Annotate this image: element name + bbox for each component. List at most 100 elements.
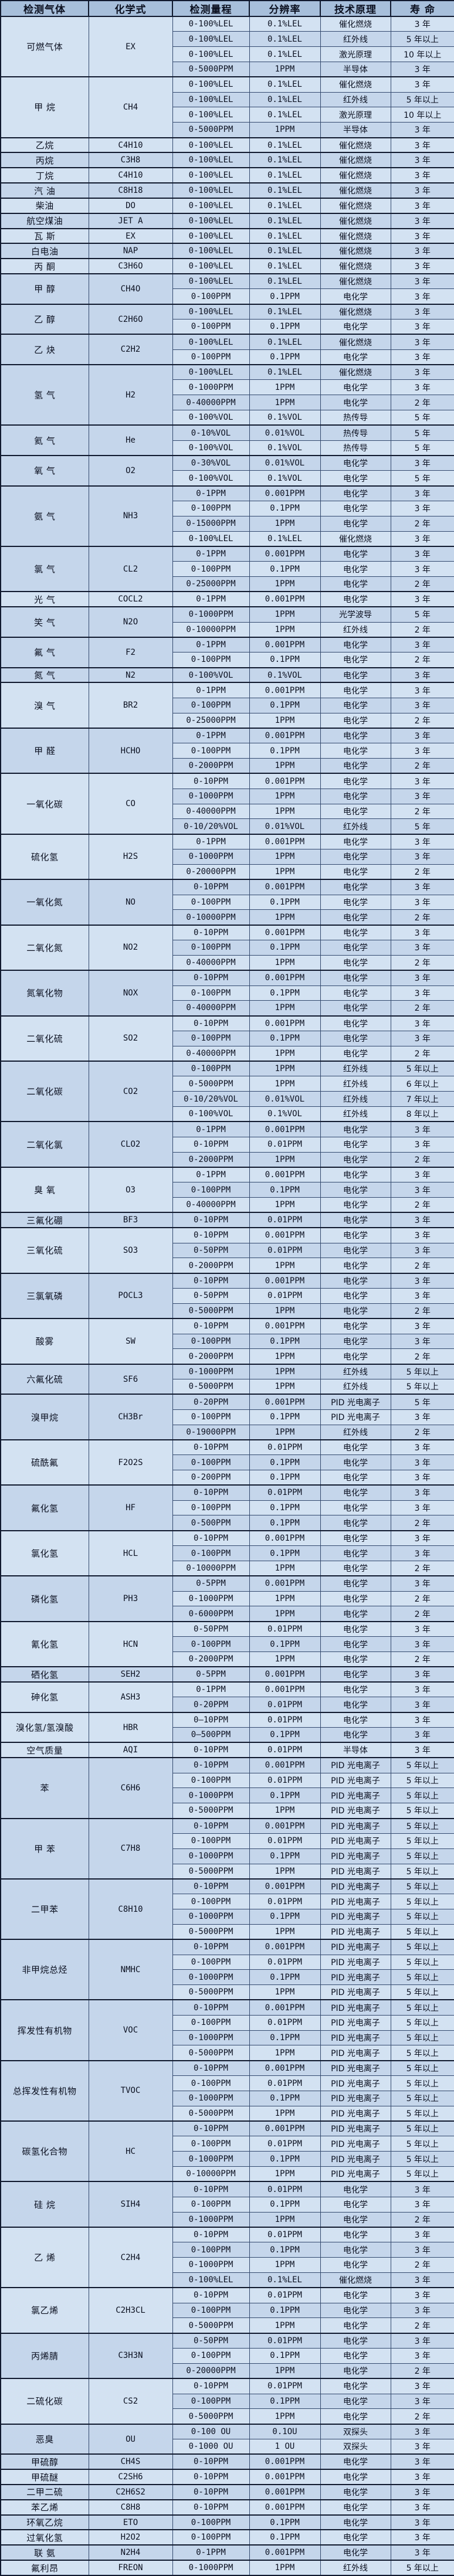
lifespan-cell: 5 年 (390, 410, 454, 426)
table-row: 挥发性有机物 VOC 0-10PPM 0.001PPM PID 光电离子 5 年以上 (0, 1999, 454, 2061)
table-row: 0-100PPM 0.1PPM 电化学 3 年 (1, 2242, 454, 2258)
table-row: 0-1000PPM 1PPM 电化学 2 年 (1, 1591, 454, 1607)
resolution-cell: 0.1%LEL (249, 76, 321, 93)
principle-cell: 红外线 (320, 31, 391, 47)
range-cell: 0-5000PPM (172, 1923, 250, 1940)
range-cell: 0-1000PPM (172, 2560, 250, 2576)
gas-name-cell: 氢 气 (0, 364, 89, 426)
principle-cell: PID 光电离子 (320, 2090, 391, 2106)
gas-name-cell: 氰化氢 (0, 1620, 89, 1667)
lifespan-cell: 5 年 (390, 440, 454, 456)
lifespan-cell: 5 年 (390, 606, 454, 623)
gas-name-cell: 联 氨 (0, 2544, 89, 2561)
table-row: 0-20PPM 0.01PPM 电化学 3 年 (1, 1697, 454, 1713)
resolution-cell: 0.1PPM (249, 652, 321, 668)
resolution-cell: 0.001PPM (249, 879, 321, 895)
lifespan-cell: 2 年 (390, 2257, 454, 2273)
table-row: 溴化氢/氢溴酸 HBR 0—10PPM 0.01PPM 电化学 3 年 (0, 1711, 454, 1743)
lifespan-cell: 3 年 (390, 1666, 454, 1683)
lifespan-cell: 5 年以上 (390, 1894, 454, 1910)
range-cell: 0-10PPM (172, 1757, 250, 1773)
formula-cell: C4H10 (88, 167, 173, 183)
lifespan-cell: 2 年 (390, 1258, 454, 1274)
lifespan-cell: 3 年 (390, 273, 454, 290)
gas-name-cell: 非甲烷总烃 (0, 1939, 89, 2000)
lifespan-cell: 3 年 (390, 743, 454, 759)
gas-name-cell: 三氟化硼 (0, 1212, 89, 1228)
lifespan-cell: 8 年以上 (390, 1106, 454, 1122)
formula-cell: BR2 (88, 682, 173, 729)
formula-cell: H2 (88, 364, 173, 426)
resolution-cell: 0.001PPM (249, 1530, 321, 1547)
range-cell: 0-100PPM (172, 1030, 250, 1046)
formula-cell: CH4O (88, 273, 173, 305)
resolution-cell: 0.01PPM (249, 1772, 321, 1789)
principle-cell: 电化学 (320, 1606, 391, 1622)
resolution-cell: 0.01PPM (249, 2075, 321, 2091)
lifespan-cell: 3 年 (390, 1182, 454, 1198)
resolution-cell: 0.001PPM (249, 727, 321, 744)
table-row: 二氧化氯 CLO2 0-1PPM 0.001PPM 电化学 3 年 (0, 1121, 454, 1168)
range-cell: 0-2000PPM (172, 758, 250, 774)
lifespan-cell: 5 年以上 (390, 2075, 454, 2091)
resolution-cell: 0.1%VOL (249, 667, 321, 683)
resolution-cell: 0.1PPM (249, 1969, 321, 1986)
range-cell: 0-100%LEL (172, 2272, 250, 2288)
formula-cell: TVOC (88, 2060, 173, 2122)
range-cell: 0-100PPM (172, 894, 250, 910)
table-row: 0—500PPM 0.1PPM 电化学 3 年 (1, 1727, 454, 1743)
table-row: 0-100PPM 0.1PPM 电化学 3 年 (1, 1636, 454, 1652)
formula-cell: SW (88, 1318, 173, 1365)
principle-cell: 电化学 (320, 940, 391, 956)
table-row: 0-100%VOL 0.1%VOL 热传导 5 年 (1, 410, 454, 426)
principle-cell: PID 光电离子 (320, 1909, 391, 1925)
principle-cell: PID 光电离子 (320, 1803, 391, 1819)
table-row: 六氟化硫 SF6 0-1000PPM 1PPM 红外线 5 年以上 (0, 1363, 454, 1395)
principle-cell: 电化学 (320, 2544, 391, 2561)
range-cell: 0-10PPM (172, 879, 250, 895)
lifespan-cell: 2 年 (390, 954, 454, 971)
range-cell: 0-100%LEL (172, 197, 250, 214)
principle-cell: 热传导 (320, 440, 391, 456)
resolution-cell: 0.1%LEL (249, 31, 321, 47)
gas-name-cell: 三氧化硫 (0, 1227, 89, 1274)
principle-cell: 催化燃烧 (320, 243, 391, 259)
resolution-cell: 1PPM (249, 621, 321, 638)
resolution-cell: 0.1PPM (249, 1470, 321, 1486)
lifespan-cell: 2 年 (390, 1424, 454, 1440)
lifespan-cell: 3 年 (390, 727, 454, 744)
lifespan-cell: 3 年 (390, 667, 454, 683)
lifespan-cell: 3 年 (390, 1711, 454, 1728)
gas-name-cell: 航空煤油 (0, 212, 89, 229)
principle-cell: 电化学 (320, 909, 391, 926)
resolution-cell: 0.01PPM (249, 1742, 321, 1758)
table-row: 丙烯腈 C3H3N 0-50PPM 0.01PPM 电化学 3 年 (0, 2332, 454, 2379)
gas-name-cell: 甲 苯 (0, 1817, 89, 1880)
resolution-cell: 0.001PPM (249, 773, 321, 789)
gas-name-cell: 甲 醇 (0, 273, 89, 305)
principle-cell: 电化学 (320, 1560, 391, 1576)
lifespan-cell: 3 年 (390, 1530, 454, 1547)
gas-name-cell: 一氧化碳 (0, 773, 89, 835)
formula-cell: AQI (88, 1742, 173, 1758)
table-row: 0-15000PPM 1PPM 电化学 2 年 (1, 515, 454, 532)
gas-name-cell: 溴 气 (0, 682, 89, 729)
gas-name-cell: 总挥发性有机物 (0, 2060, 89, 2122)
lifespan-cell: 3 年 (390, 1500, 454, 1516)
formula-cell: OU (88, 2423, 173, 2455)
gas-name-cell: 甲 烷 (0, 76, 89, 138)
range-cell: 0-10PPM (172, 1999, 250, 2016)
table-row: 0-40000PPM 1PPM 电化学 2 年 (1, 1045, 454, 1062)
resolution-cell: 0.01PPM (249, 1833, 321, 1849)
principle-cell: 电化学 (320, 773, 391, 789)
principle-cell: 电化学 (320, 1121, 391, 1137)
lifespan-cell: 3 年 (390, 2393, 454, 2410)
principle-cell: 电化学 (320, 1288, 391, 1304)
lifespan-cell: 3 年 (390, 2332, 454, 2349)
principle-cell: 光学波导 (320, 606, 391, 623)
principle-cell: PID 光电离子 (320, 2075, 391, 2091)
principle-cell: 电化学 (320, 319, 391, 335)
range-cell: 0-5000PPM (172, 1803, 250, 1819)
table-row: 碳氢化合物 HC 0-10PPM 0.001PPM PID 光电离子 5 年以上 (0, 2120, 454, 2182)
lifespan-cell: 5 年以上 (390, 1833, 454, 1849)
